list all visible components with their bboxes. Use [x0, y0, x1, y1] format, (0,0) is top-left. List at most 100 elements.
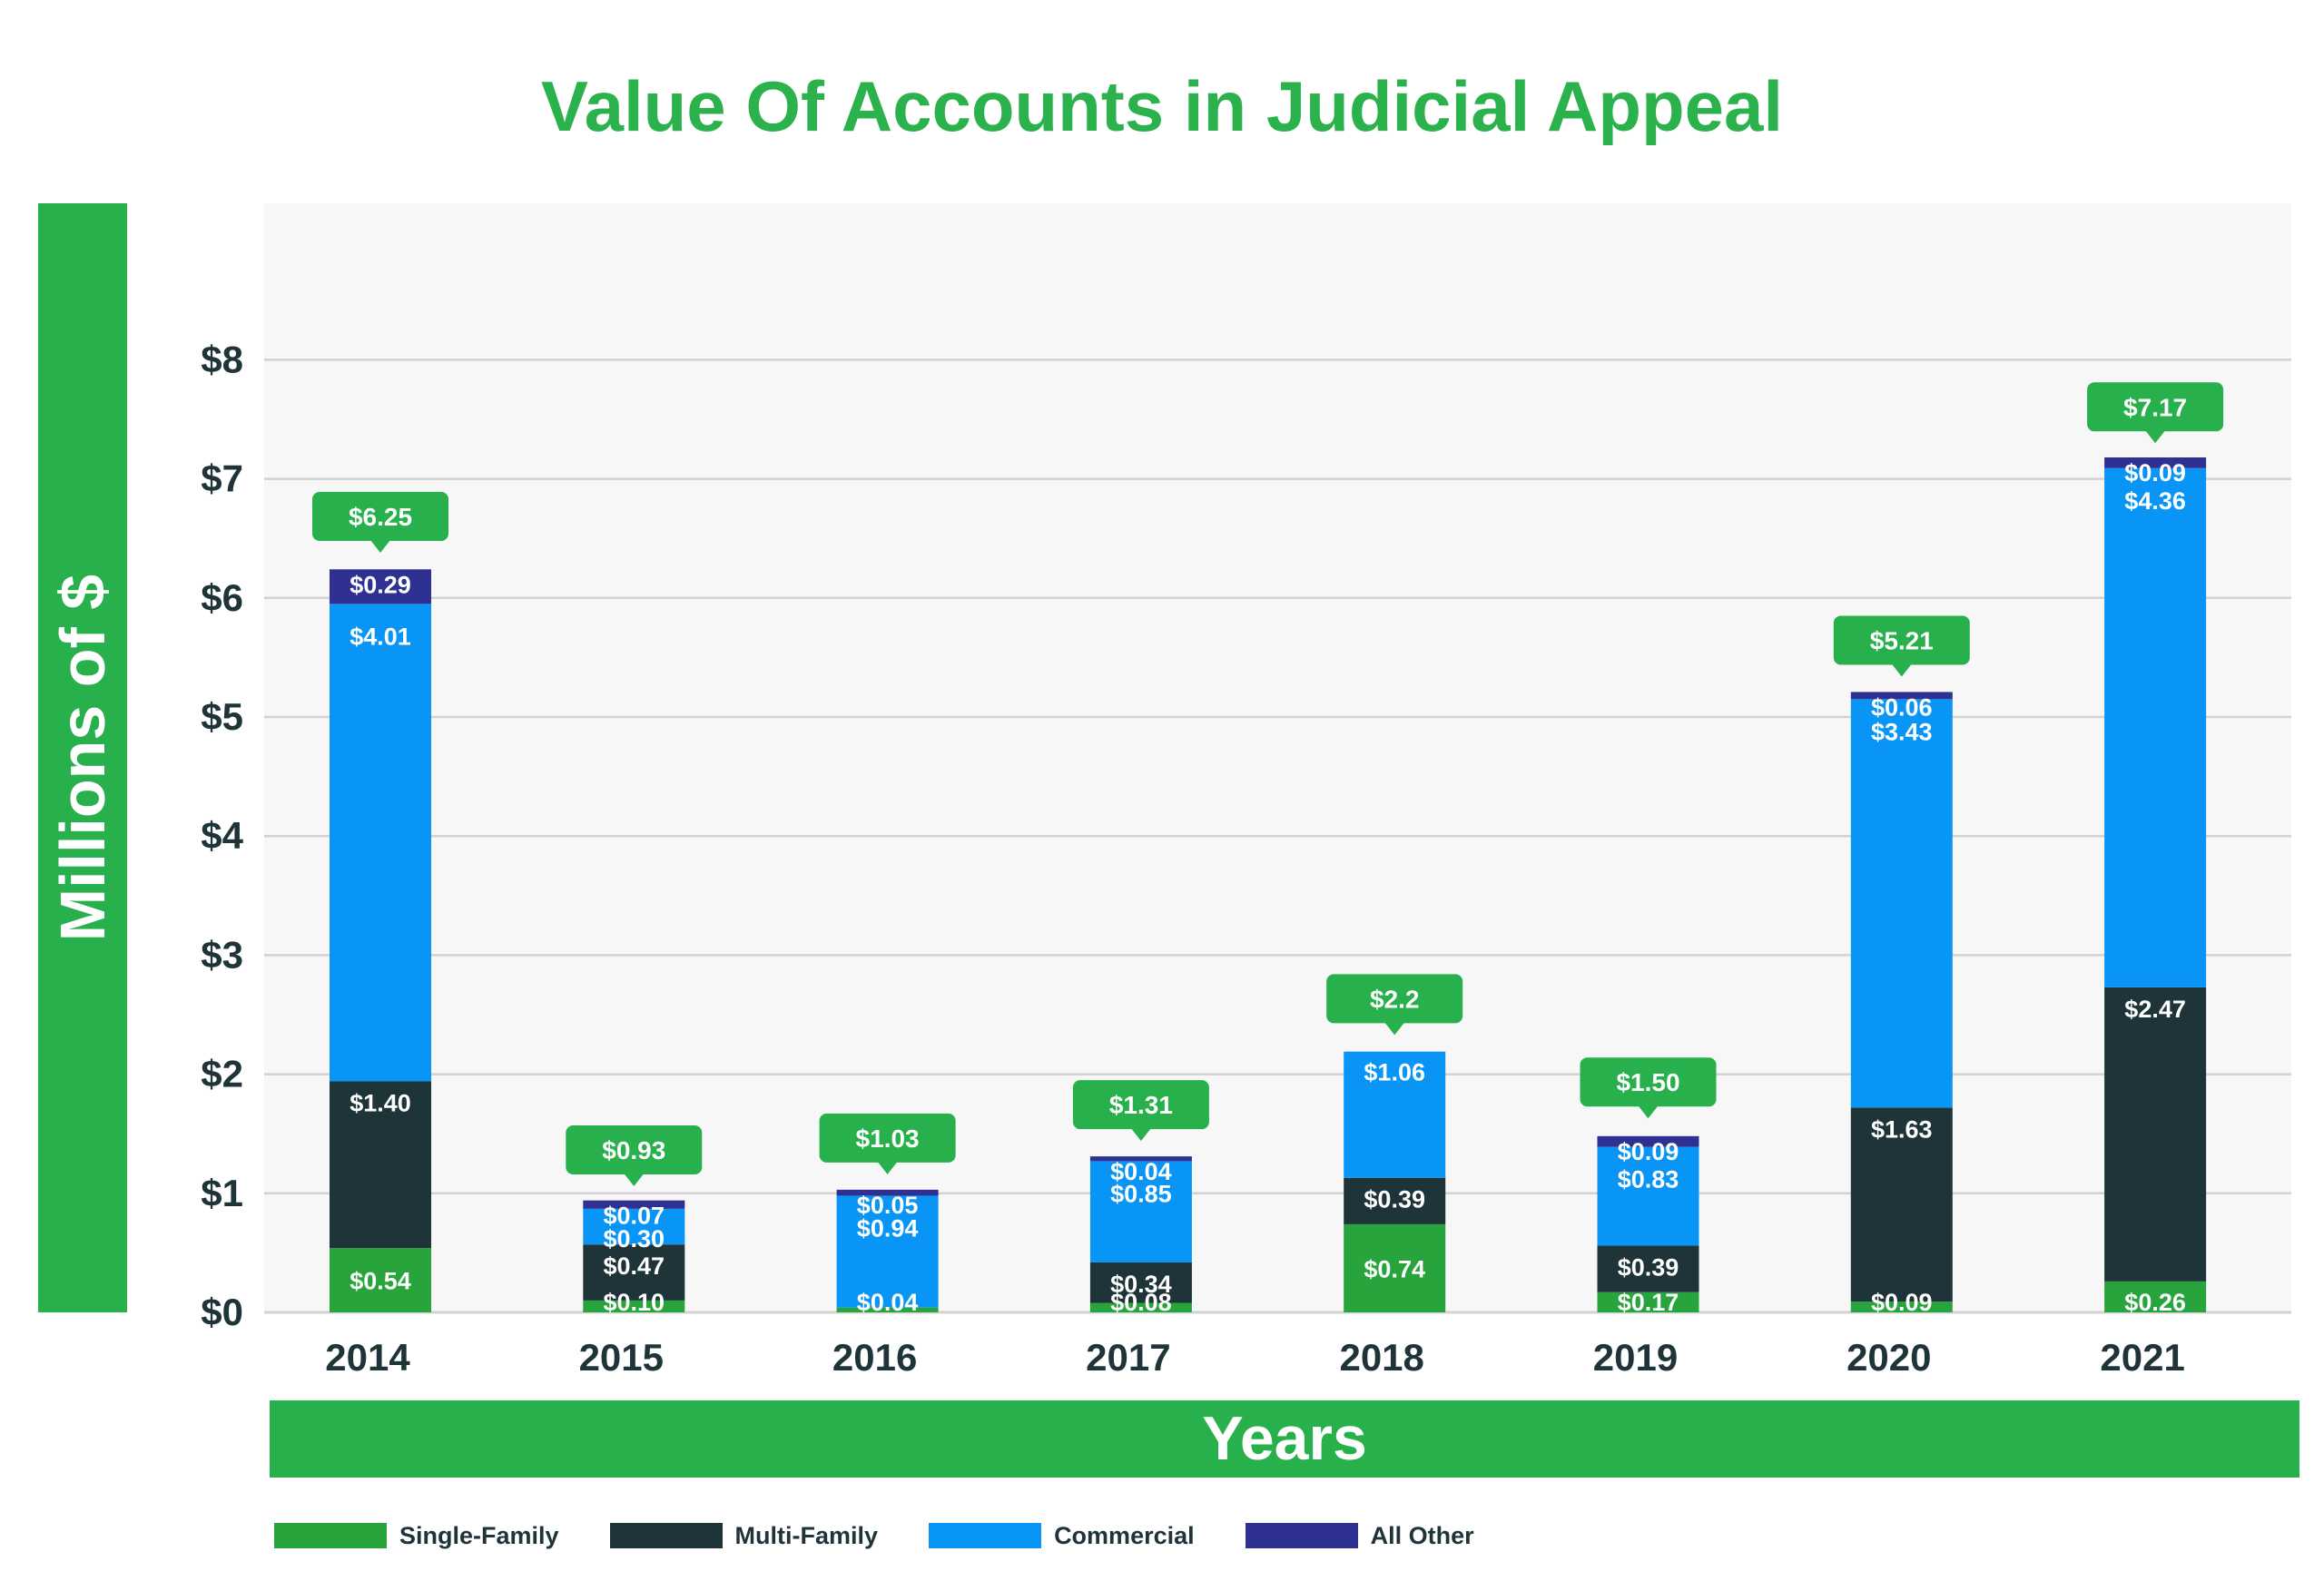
segment-value-label: $0.09 — [1871, 1289, 1933, 1316]
legend-label: Single-Family — [399, 1521, 559, 1549]
segment-value-label: $0.39 — [1618, 1254, 1679, 1282]
callout-pointer — [1891, 663, 1912, 677]
bar-segment-commercial — [330, 604, 431, 1082]
callout-pointer — [877, 1161, 898, 1174]
callout-pointer — [1130, 1128, 1151, 1142]
bar-segment-multi-family — [1597, 1245, 1699, 1292]
segment-value-label: $0.74 — [1364, 1255, 1425, 1282]
segment-value-label: $2.47 — [2124, 996, 2186, 1023]
segment-value-label: $0.17 — [1618, 1289, 1679, 1316]
segment-value-label: $0.05 — [857, 1192, 919, 1219]
bar-segment-single-family — [1850, 1301, 1953, 1312]
segment-value-label: $0.47 — [604, 1252, 665, 1280]
legend-swatch-commercial — [929, 1523, 1042, 1548]
bar-segment-commercial — [1344, 1051, 1446, 1178]
total-value-label: $7.17 — [2123, 393, 2187, 421]
bars — [330, 457, 2207, 1312]
bar-segment-commercial — [836, 1195, 939, 1308]
bar-segment-single-family — [1089, 1302, 1192, 1312]
callout-pointer — [624, 1173, 645, 1186]
x-tick-label: 2018 — [1339, 1336, 1423, 1379]
chart-title: Value Of Accounts in Judicial Appeal — [540, 66, 1784, 146]
segment-value-label: $0.29 — [350, 571, 411, 598]
total-value-label: $1.31 — [1109, 1091, 1173, 1119]
total-value-label: $0.93 — [602, 1136, 665, 1164]
legend-label: All Other — [1370, 1521, 1474, 1549]
x-axis-ticks: 2014 2015 2016 2017 2018 2019 2020 2021 — [325, 1336, 2185, 1379]
x-tick-label: 2016 — [832, 1336, 917, 1379]
callout-bubble — [1326, 974, 1463, 1024]
segment-value-label: $0.39 — [1364, 1186, 1425, 1213]
bar-segment-commercial — [1089, 1161, 1192, 1262]
bar-segment-commercial — [1850, 699, 1953, 1108]
bar-segment-all-other — [1597, 1135, 1699, 1147]
bar-segment-commercial — [583, 1208, 685, 1245]
bar-segment-multi-family — [2104, 987, 2207, 1282]
y-tick-label: $2 — [201, 1053, 243, 1095]
x-tick-label: 2019 — [1593, 1336, 1678, 1379]
legend-swatch-single-family — [274, 1523, 387, 1548]
legend-item-all-other: All Other — [1245, 1521, 1474, 1550]
callout-bubble — [819, 1113, 956, 1163]
bar-segment-single-family — [1344, 1223, 1446, 1312]
total-callout: $0.93 — [566, 1125, 703, 1186]
segment-value-label: $0.94 — [857, 1214, 919, 1242]
x-axis-label: Years — [270, 1400, 2299, 1478]
bar-segment-single-family — [330, 1248, 431, 1312]
bar-segment-all-other — [330, 569, 431, 604]
bar-segment-single-family — [583, 1300, 685, 1312]
callout-bubble — [2087, 382, 2224, 432]
y-tick-label: $6 — [201, 576, 243, 619]
segment-value-label: $0.30 — [604, 1225, 665, 1252]
y-tick-label: $0 — [201, 1291, 243, 1333]
segment-value-label: $0.83 — [1618, 1166, 1679, 1193]
segment-value-label: $1.40 — [350, 1089, 411, 1116]
total-callout: $1.50 — [1580, 1057, 1717, 1119]
segment-labels: $0.54 $1.40 $4.01 $0.29 $0.10 $0.47$0.30$0.07… — [350, 459, 2186, 1316]
segment-value-label: $0.54 — [350, 1268, 411, 1295]
callout-pointer — [2145, 430, 2166, 444]
legend-item-single-family: Single-Family — [274, 1522, 559, 1550]
callout-pointer — [1638, 1105, 1659, 1119]
bar-segment-all-other — [1850, 692, 1953, 700]
x-tick-label: 2020 — [1846, 1336, 1931, 1379]
y-tick-label: $7 — [201, 457, 243, 500]
segment-value-label: $0.09 — [1618, 1138, 1679, 1165]
segment-value-label: $0.09 — [2124, 459, 2186, 486]
legend-swatch-multi-family — [609, 1523, 723, 1548]
segment-value-label: $0.07 — [604, 1203, 665, 1230]
segment-value-label: $3.43 — [1871, 718, 1933, 745]
segment-value-label: $0.85 — [1110, 1180, 1172, 1207]
segment-value-label: $0.04 — [1110, 1158, 1172, 1185]
x-tick-label: 2014 — [325, 1336, 410, 1379]
segment-value-label: $4.36 — [2124, 487, 2186, 515]
segment-value-label: $1.06 — [1364, 1059, 1425, 1086]
bar-segment-all-other — [583, 1200, 685, 1209]
callout-pointer — [370, 540, 390, 553]
callout-bubble — [312, 492, 448, 541]
segment-value-label: $0.34 — [1110, 1271, 1172, 1298]
legend-item-commercial: Commercial — [929, 1522, 1195, 1550]
bar-segment-all-other — [1089, 1156, 1192, 1162]
y-tick-label: $5 — [201, 695, 243, 738]
total-callouts: $6.25 $0.93 $1.03 $1.31 $2.2 $1.50 $5.21 $7.17 — [312, 382, 2224, 1186]
y-tick-label: $3 — [201, 933, 243, 976]
x-tick-label: 2015 — [579, 1336, 664, 1379]
bar-segment-single-family — [1597, 1291, 1699, 1312]
total-callout: $7.17 — [2087, 382, 2224, 444]
callout-bubble — [1833, 615, 1970, 665]
total-value-label: $1.50 — [1616, 1068, 1679, 1096]
segment-value-label: $0.08 — [1110, 1289, 1172, 1316]
legend: Single-Family Multi-Family Commercial Al… — [274, 1517, 1525, 1554]
bar-segment-commercial — [2104, 467, 2207, 987]
x-tick-label: 2021 — [2100, 1336, 2184, 1379]
legend-label: Commercial — [1054, 1521, 1195, 1549]
legend-item-multi-family: Multi-Family — [609, 1522, 878, 1550]
callout-bubble — [1072, 1080, 1209, 1130]
y-tick-label: $4 — [201, 814, 243, 857]
callout-pointer — [1384, 1022, 1405, 1036]
bar-segment-commercial — [1597, 1146, 1699, 1246]
segment-value-label: $4.01 — [350, 623, 411, 650]
bar-segment-multi-family — [1850, 1107, 1953, 1302]
